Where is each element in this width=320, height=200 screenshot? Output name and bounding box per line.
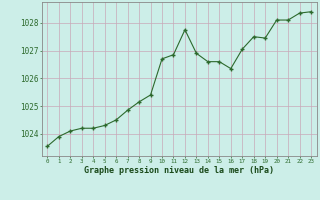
- X-axis label: Graphe pression niveau de la mer (hPa): Graphe pression niveau de la mer (hPa): [84, 166, 274, 175]
